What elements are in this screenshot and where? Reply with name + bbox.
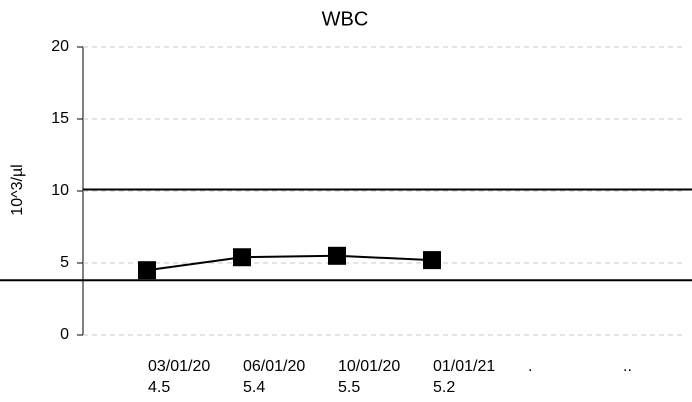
x-tick-label: 01/01/21 [433, 358, 495, 375]
y-tick-label: 5 [60, 254, 69, 271]
y-tick-label: 10 [51, 182, 69, 199]
data-marker [423, 251, 441, 270]
x-tick-label: .. [623, 358, 632, 375]
chart-title: WBC [322, 8, 369, 30]
y-tick-label: 20 [51, 38, 69, 55]
data-marker [233, 248, 251, 267]
y-tick-label: 15 [51, 110, 69, 127]
data-label: 4.5 [148, 379, 170, 396]
x-tick-label: 10/01/20 [338, 358, 400, 375]
x-tick-label: 06/01/20 [243, 358, 305, 375]
data-label: 5.5 [338, 379, 360, 396]
data-marker [138, 261, 156, 280]
x-tick-label: 03/01/20 [148, 358, 210, 375]
data-label: 5.2 [433, 379, 455, 396]
y-axis-label: 10^3/µl [9, 164, 26, 215]
y-tick-label: 0 [60, 326, 69, 343]
data-line [146, 254, 433, 272]
data-label: 5.4 [243, 379, 265, 396]
x-tick-label: . [528, 358, 532, 375]
data-marker [328, 246, 346, 265]
